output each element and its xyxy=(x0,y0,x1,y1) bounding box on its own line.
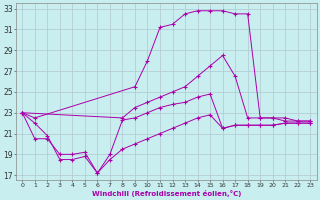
X-axis label: Windchill (Refroidissement éolien,°C): Windchill (Refroidissement éolien,°C) xyxy=(92,190,241,197)
